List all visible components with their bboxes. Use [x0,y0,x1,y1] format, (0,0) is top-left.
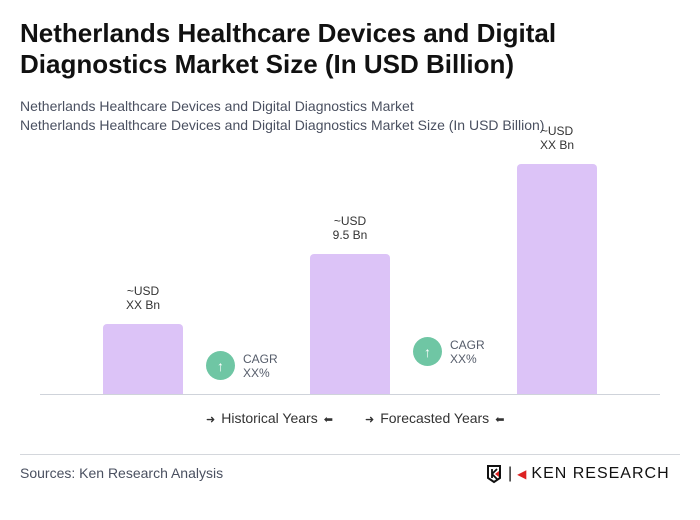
arrow-up-icon: ↑ [206,351,235,380]
legend-label: Forecasted Years [380,410,490,426]
arrow-left-icon: ⬅ [495,414,505,426]
divider [20,454,680,455]
data-label-line: XX Bn [125,297,161,312]
x-axis [40,394,660,395]
logo-text: KEN RESEARCH [531,465,670,482]
ken-research-logo: | ◀ KEN RESEARCH [486,464,670,484]
sources-text: Sources: Ken Research Analysis [20,465,224,481]
data-label-line: ~USD [126,283,160,298]
data-label-line: XX Bn [539,138,575,152]
chart-title: Netherlands Healthcare Devices and Digit… [20,18,557,79]
chart-subtitle: Netherlands Healthcare Devices and Digit… [20,98,414,114]
bar-3 [517,164,597,394]
legend-forecasted: ➜ Forecasted Years ⬅ [359,410,510,426]
cagr-badge-1: ↑ CAGR XX% [206,351,278,380]
arrow-right-icon: ➜ [206,414,216,426]
data-label-line: 9.5 Bn [332,227,368,242]
data-label-line: ~USD [540,124,574,138]
data-label-line: ~USD [333,213,367,228]
logo-icon [487,465,501,484]
bar-data-label: ~USD 9.5 Bn [290,214,410,242]
cagr-badge-2: ↑ CAGR XX% [413,337,485,366]
cagr-value: XX% [450,351,477,366]
legend-label: Historical Years [221,410,318,426]
legend-historical: ➜ Historical Years ⬅ [200,410,339,426]
bar-data-label: ~USD XX Bn [83,284,203,312]
chart-subtitle-2: Netherlands Healthcare Devices and Digit… [20,117,545,133]
bar-2 [310,253,390,394]
cagr-label: CAGR [243,351,278,366]
bar-data-label: ~USD XX Bn [497,124,617,152]
cagr-value: XX% [243,365,270,380]
arrow-up-icon: ↑ [413,337,442,366]
bar-1 [103,323,183,394]
arrow-left-icon: ⬅ [323,414,333,426]
arrow-right-icon: ➜ [365,414,375,426]
cagr-label: CAGR [450,337,485,352]
